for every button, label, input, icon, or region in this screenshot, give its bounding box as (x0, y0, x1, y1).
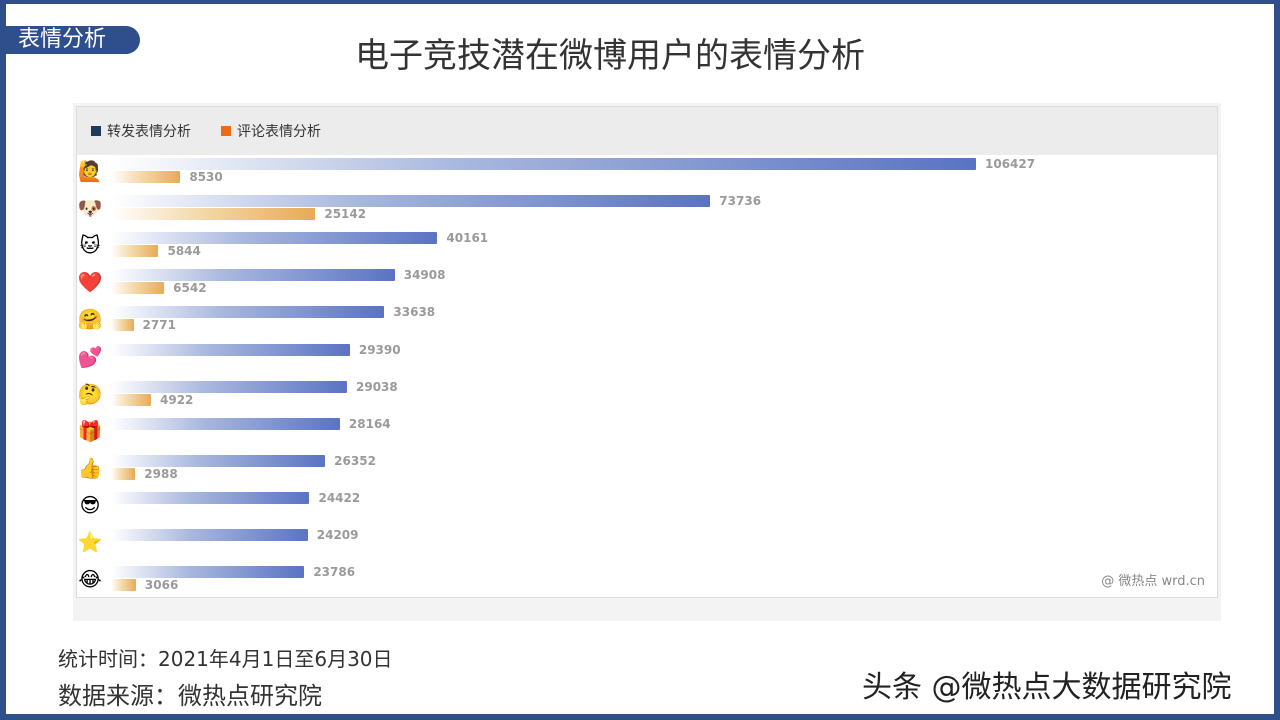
bar-forward-1[interactable] (111, 158, 976, 170)
value-label-comment-7: 4922 (160, 392, 194, 407)
bar-forward-8[interactable] (111, 417, 340, 430)
bar-forward-7[interactable] (111, 380, 347, 393)
doge-icon: 🐶 (77, 196, 103, 221)
value-label-comment-2: 25142 (324, 207, 367, 222)
heart-icon: ❤️ (77, 270, 103, 295)
hugging-face-icon: 🤗 (77, 307, 103, 332)
value-label-forward-12: 23786 (313, 565, 356, 580)
hearts-icon: 💕 (77, 344, 103, 369)
legend-label-comment: 评论表情分析 (237, 124, 321, 140)
value-label-comment-9: 2988 (144, 466, 178, 481)
waving-figure-icon: 🙋 (77, 159, 103, 183)
chart-watermark: @ 微热点 wrd.cn (1101, 574, 1205, 589)
gift-icon: 🎁 (77, 418, 103, 443)
value-label-forward-3: 40161 (446, 231, 489, 246)
value-label-forward-9: 26352 (334, 453, 376, 468)
sunglasses-face-icon: 😎 (79, 492, 101, 517)
section-tag: 表情分析 (6, 26, 140, 54)
value-label-forward-8: 28164 (348, 416, 391, 431)
value-label-comment-12: 3066 (144, 578, 179, 593)
value-label-forward-6: 29390 (358, 342, 401, 357)
bar-comment-3[interactable] (111, 245, 159, 258)
star-icon: ⭐ (77, 530, 103, 554)
bar-comment-1[interactable] (111, 171, 181, 183)
brand-watermark: 头条 @微热点大数据研究院 (862, 670, 1232, 705)
value-label-forward-10: 24422 (318, 490, 361, 505)
cat-face-icon: 🐱 (79, 233, 101, 258)
legend-swatch-comment (221, 126, 231, 136)
bar-comment-9[interactable] (111, 467, 136, 480)
chart-panel: 转发表情分析 评论表情分析 @ 微热点 wrd.cn (73, 103, 1221, 621)
bar-forward-4[interactable] (111, 269, 395, 282)
bar-forward-9[interactable] (111, 454, 326, 467)
data-source-text: 数据来源：微热点研究院 (58, 682, 322, 710)
chart-area: 转发表情分析 评论表情分析 @ 微热点 wrd.cn (76, 106, 1218, 598)
bar-forward-10[interactable] (111, 491, 310, 504)
value-label-forward-11: 24209 (316, 528, 359, 542)
page-title: 电子竞技潜在微博用户的表情分析 (355, 36, 865, 76)
bar-comment-7[interactable] (111, 393, 151, 406)
bar-forward-5[interactable] (111, 306, 385, 319)
bar-comment-12[interactable] (111, 579, 136, 592)
legend-label-forward: 转发表情分析 (107, 124, 191, 140)
chart-legend: 转发表情分析 评论表情分析 (77, 107, 1217, 155)
value-label-forward-2: 73736 (719, 194, 762, 209)
value-label-comment-1: 8530 (189, 170, 223, 184)
value-label-comment-4: 6542 (173, 281, 207, 296)
legend-swatch-forward (91, 126, 101, 136)
legend-item-comment[interactable]: 评论表情分析 (221, 121, 321, 141)
value-label-forward-1: 106427 (985, 157, 1036, 171)
value-label-comment-3: 5844 (167, 244, 201, 259)
bar-forward-11[interactable] (111, 529, 308, 541)
value-label-comment-5: 2771 (142, 318, 176, 333)
bar-forward-2[interactable] (111, 195, 711, 208)
value-label-forward-7: 29038 (356, 379, 398, 394)
stat-period-text: 统计时间：2021年4月1日至6月30日 (58, 647, 393, 671)
legend-item-forward[interactable]: 转发表情分析 (91, 121, 191, 141)
value-label-forward-5: 33638 (393, 305, 436, 320)
bar-forward-6[interactable] (111, 343, 350, 356)
thinking-face-icon: 🤔 (77, 381, 103, 406)
bar-forward-12[interactable] (111, 566, 305, 579)
bar-comment-4[interactable] (111, 282, 165, 295)
value-label-forward-4: 34908 (403, 268, 446, 283)
thumbs-figure-icon: 👍 (77, 455, 103, 480)
laughing-face-icon: 😂 (78, 567, 102, 592)
bar-forward-3[interactable] (111, 232, 438, 245)
bar-comment-2[interactable] (111, 208, 316, 221)
bar-comment-5[interactable] (111, 319, 134, 332)
